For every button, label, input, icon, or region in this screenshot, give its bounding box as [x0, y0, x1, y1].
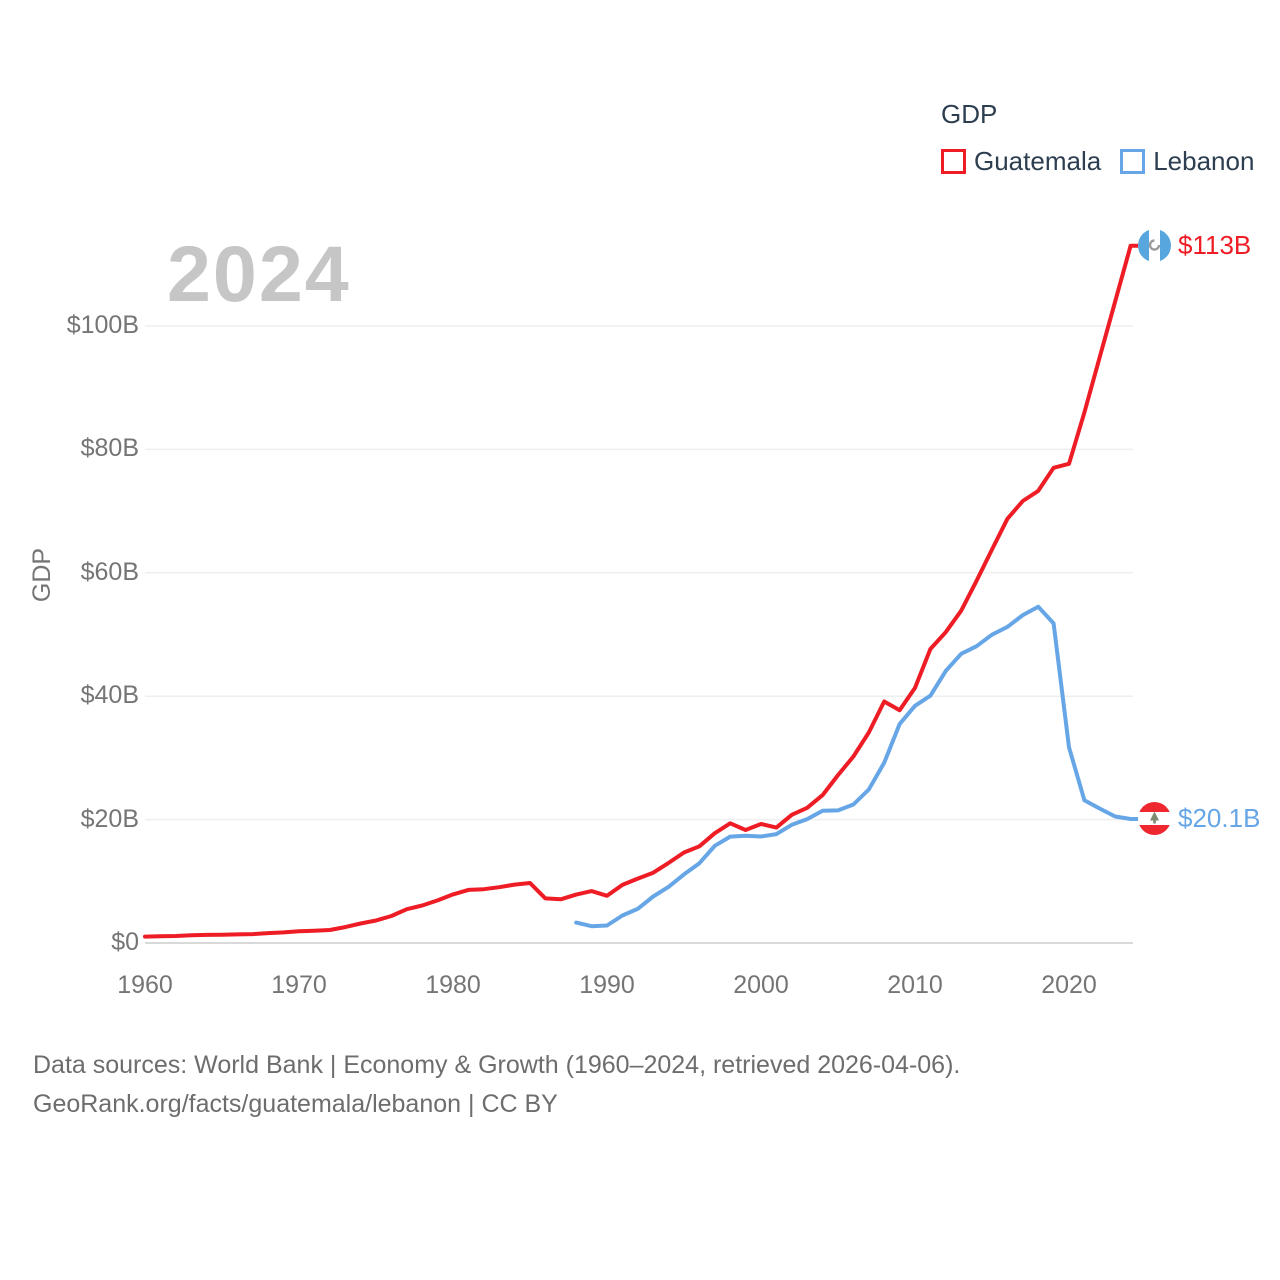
x-tick-label: 2020: [1041, 971, 1097, 999]
year-watermark: 2024: [167, 229, 351, 318]
y-tick-label: $0: [111, 928, 139, 956]
x-tick-label: 1960: [117, 971, 173, 999]
x-tick-label: 1970: [271, 971, 327, 999]
guatemala-end-value: $113B: [1178, 230, 1252, 261]
lebanon-swatch-icon: [1120, 149, 1146, 174]
legend-label-lebanon: Lebanon: [1153, 146, 1255, 176]
legend-label-guatemala: Guatemala: [974, 146, 1102, 176]
lebanon-line[interactable]: [574, 604, 1143, 929]
legend-items: Guatemala Lebanon: [941, 146, 1273, 177]
y-tick-label: $60B: [80, 557, 139, 586]
lebanon-flag-icon: [1138, 802, 1171, 836]
lebanon-end-annotation: $20.1B: [1138, 802, 1260, 836]
guatemala-flag-icon: [1138, 229, 1171, 263]
lebanon-end-value: $20.1B: [1178, 803, 1261, 834]
guatemala-swatch-icon: [941, 149, 966, 174]
x-tick-label: 2010: [887, 971, 943, 999]
legend-item-lebanon[interactable]: Lebanon: [1120, 146, 1254, 177]
source-attribution: Data sources: World Bank | Economy & Gro…: [33, 1046, 960, 1124]
legend-item-guatemala[interactable]: Guatemala: [941, 146, 1101, 177]
legend: GDP Guatemala Lebanon: [941, 99, 1273, 177]
y-tick-label: $80B: [80, 434, 139, 463]
y-tick-label: $100B: [66, 311, 139, 339]
legend-title: GDP: [941, 99, 998, 129]
guatemala-line[interactable]: [143, 243, 1143, 939]
x-tick-label: 1980: [425, 971, 481, 999]
y-tick-label: $40B: [80, 681, 139, 710]
license-line: GeoRank.org/facts/guatemala/lebanon | CC…: [33, 1090, 558, 1118]
data-sources-line: Data sources: World Bank | Economy & Gro…: [33, 1051, 961, 1079]
y-tick-label: $20B: [80, 804, 139, 833]
x-tick-label: 1990: [579, 971, 635, 999]
guatemala-end-annotation: $113B: [1138, 229, 1251, 263]
x-tick-label: 2000: [733, 971, 789, 999]
